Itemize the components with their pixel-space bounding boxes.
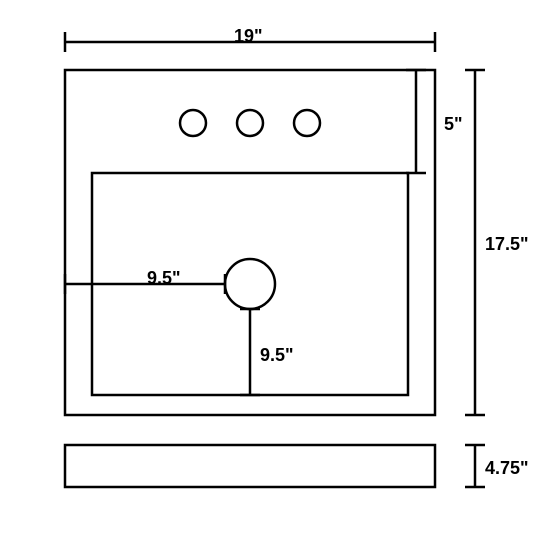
dim-drain-from-left: 9.5" (147, 268, 181, 289)
dimension-drawing (0, 0, 550, 550)
dim-width-top: 19" (234, 26, 263, 47)
dim-faucet-offset: 5" (444, 114, 463, 135)
dim-height-right: 17.5" (485, 234, 529, 255)
dim-profile-height: 4.75" (485, 458, 529, 479)
dim-drain-from-bottom: 9.5" (260, 345, 294, 366)
